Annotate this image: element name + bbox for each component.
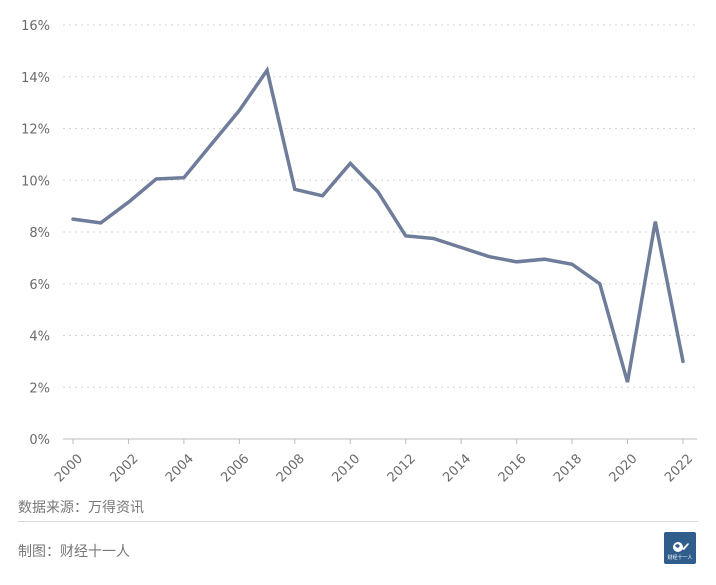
x-tick-label: 2014 [440,451,474,485]
globe-hand-icon [673,542,689,552]
x-tick-label: 2000 [52,451,86,485]
y-tick-label: 0% [29,433,50,448]
x-tick-label: 2018 [551,451,585,485]
logo-text: 财经十一人 [667,555,693,561]
x-tick-label: 2006 [218,451,252,485]
chart-credit: 制图：财经十一人 [18,544,130,560]
x-tick-label: 2020 [607,451,641,485]
x-tick-label: 2022 [662,451,696,485]
y-tick-label: 12% [21,123,50,138]
data-source-note: 数据来源：万得资讯 [18,500,144,516]
y-tick-label: 4% [29,330,50,345]
x-tick-label: 2016 [496,451,530,485]
footer-divider [18,521,698,522]
x-tick-label: 2004 [163,451,197,485]
y-tick-label: 2% [29,381,50,396]
y-tick-label: 16% [21,19,50,34]
x-tick-label: 2012 [385,451,419,485]
line-chart: 0%2%4%6%8%10%12%14%16% 2000 2002 2004 2006 2… [21,19,697,485]
x-tick-label: 2008 [274,451,308,485]
x-axis-ticks: 2000 2002 2004 2006 2008 2010 2012 2014 2016 2018… [52,439,696,485]
y-tick-label: 10% [21,174,50,189]
x-tick-label: 2002 [107,451,141,485]
y-tick-label: 6% [29,278,50,293]
publisher-logo: 财经十一人 [664,532,696,564]
y-tick-label: 14% [21,71,50,86]
series-line [71,66,685,383]
gridlines [63,24,697,388]
y-axis-tick-labels: 0% 2% 4% 6% 8% 10% 12% 14% 16% [21,19,50,448]
y-tick-label: 8% [29,226,50,241]
x-tick-label: 2010 [329,451,363,485]
